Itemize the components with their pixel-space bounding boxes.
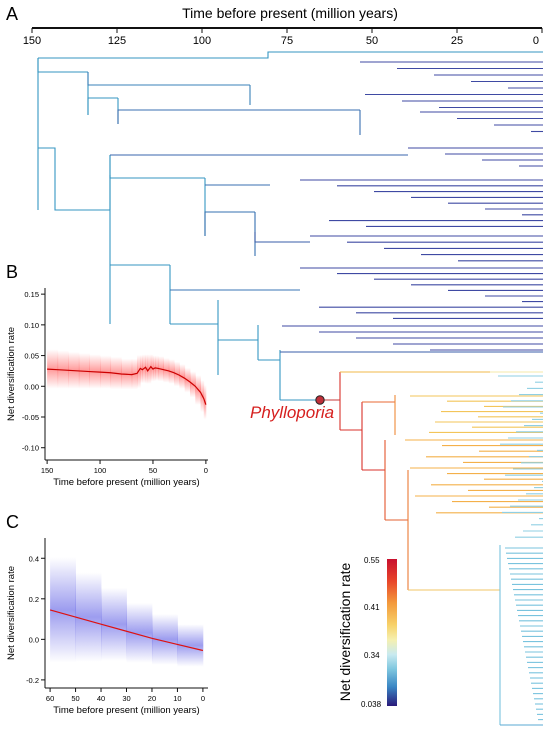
diversification-rate-chart-b: 0.15 0.10 0.05 0.00 -0.05 -0.10 150 100 50 0 Time … <box>6 288 208 488</box>
x-tick-label: 20 <box>148 694 156 703</box>
time-axis-tick-label: 125 <box>108 35 126 47</box>
colorbar-gradient <box>387 559 397 706</box>
panel-letter-b: B <box>6 262 18 282</box>
time-axis-tick-label: 50 <box>366 35 378 47</box>
x-tick-label: 40 <box>97 694 105 703</box>
y-tick-label: 0.05 <box>24 352 39 361</box>
panel-letter-a: A <box>6 4 18 24</box>
y-tick-label: -0.2 <box>26 676 39 685</box>
rate-colorbar: Net diversification rate 0.55 0.41 0.34 … <box>337 556 397 709</box>
uncertainty-band <box>50 557 76 663</box>
y-tick-label: -0.05 <box>22 413 39 422</box>
y-tick-label: 0.4 <box>29 554 39 563</box>
x-tick-label: 150 <box>41 466 54 475</box>
y-tick-label: 0.0 <box>29 635 39 644</box>
panel-letter-c: C <box>6 512 19 532</box>
colorbar-tick-label: 0.41 <box>364 603 380 612</box>
x-axis-label: Time before present (million years) <box>53 705 199 716</box>
phylloporia-label: Phylloporia <box>250 403 334 422</box>
tree-branch <box>204 211 255 236</box>
x-tick-label: 0 <box>201 694 205 703</box>
time-axis-tick-label: 75 <box>281 35 293 47</box>
x-tick-label: 60 <box>46 694 54 703</box>
time-axis-tick-label: 0 <box>533 35 539 47</box>
y-tick-label: 0.15 <box>24 290 39 299</box>
y-axis-label: Net diversification rate <box>6 566 17 660</box>
time-axis: Time before present (million years) 150 1… <box>23 5 543 47</box>
x-tick-label: 100 <box>94 466 107 475</box>
colorbar-tick-label: 0.038 <box>361 700 382 709</box>
phylloporia-node-marker[interactable] <box>315 395 325 405</box>
x-tick-label: 30 <box>122 694 130 703</box>
tree-branch <box>38 147 110 211</box>
y-tick-label: -0.10 <box>22 444 39 453</box>
x-tick-label: 50 <box>71 694 79 703</box>
tree-branch <box>37 58 88 73</box>
x-tick-label: 10 <box>173 694 181 703</box>
time-axis-tick-label: 100 <box>193 35 211 47</box>
time-axis-tick-label: 150 <box>23 35 41 47</box>
x-tick-label: 50 <box>149 466 157 475</box>
time-axis-ticks: 150 125 100 75 50 25 0 <box>23 28 543 47</box>
rate-line <box>47 365 207 405</box>
colorbar-tick-label: 0.55 <box>364 556 380 565</box>
colorbar-tick-label: 0.34 <box>364 651 380 660</box>
axis-title: Time before present (million years) <box>182 5 398 21</box>
tree-branch <box>87 72 250 86</box>
tree-branch <box>87 97 118 115</box>
colorbar-title: Net diversification rate <box>337 563 353 702</box>
y-tick-label: 0.10 <box>24 321 39 330</box>
tree-branch <box>38 51 543 59</box>
phylogenetic-tree <box>37 51 543 726</box>
y-tick-label: 0.2 <box>29 595 39 604</box>
uncertainty-band <box>101 587 127 661</box>
y-tick-label: 0.00 <box>24 382 39 391</box>
x-axis-label: Time before present (million years) <box>53 477 199 488</box>
tree-branch <box>254 232 310 243</box>
time-axis-tick-label: 25 <box>451 35 463 47</box>
y-axis-label: Net diversification rate <box>6 327 17 421</box>
tree-branch <box>117 109 360 124</box>
uncertainty-band <box>75 572 102 662</box>
x-tick-label: 0 <box>204 466 208 475</box>
tree-branch <box>109 175 205 179</box>
